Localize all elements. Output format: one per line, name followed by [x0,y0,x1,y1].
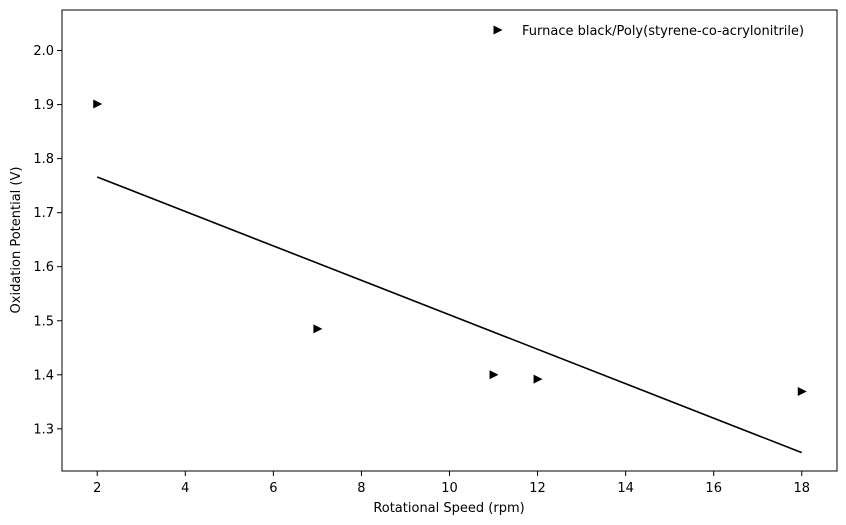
y-tick-label: 1.6 [33,260,54,275]
y-tick-label: 1.9 [33,98,54,113]
y-tick-label: 1.4 [33,368,54,383]
legend: Furnace black/Poly(styrene-co-acrylonitr… [493,24,804,39]
legend-label: Furnace black/Poly(styrene-co-acrylonitr… [522,24,804,39]
data-point [489,370,499,380]
data-point [797,387,807,397]
x-axis: 2 4 6 8 10 12 14 16 18 [93,471,810,496]
plot-area [93,99,807,454]
x-tick-label: 2 [93,481,101,496]
y-tick-label: 1.3 [33,422,54,437]
data-point [533,374,543,384]
data-point [313,324,323,334]
x-tick-label: 6 [269,481,277,496]
y-axis-label: Oxidation Potential (V) [9,167,24,314]
y-tick-label: 1.7 [33,206,54,221]
data-point [93,99,103,109]
x-tick-label: 10 [441,481,458,496]
legend-marker [493,25,503,35]
x-tick-label: 18 [793,481,810,496]
x-tick-label: 8 [357,481,365,496]
x-tick-label: 12 [529,481,546,496]
plot-frame [61,9,838,472]
x-tick-label: 16 [705,481,722,496]
y-tick-label: 2.0 [33,44,54,59]
y-tick-label: 1.5 [33,314,54,329]
x-axis-label: Rotational Speed (rpm) [373,501,524,516]
fit-line [96,176,803,454]
y-axis: 1.3 1.4 1.5 1.6 1.7 1.8 1.9 2.0 [33,44,62,437]
x-tick-label: 4 [181,481,189,496]
y-tick-label: 1.8 [33,152,54,167]
x-tick-label: 14 [617,481,634,496]
